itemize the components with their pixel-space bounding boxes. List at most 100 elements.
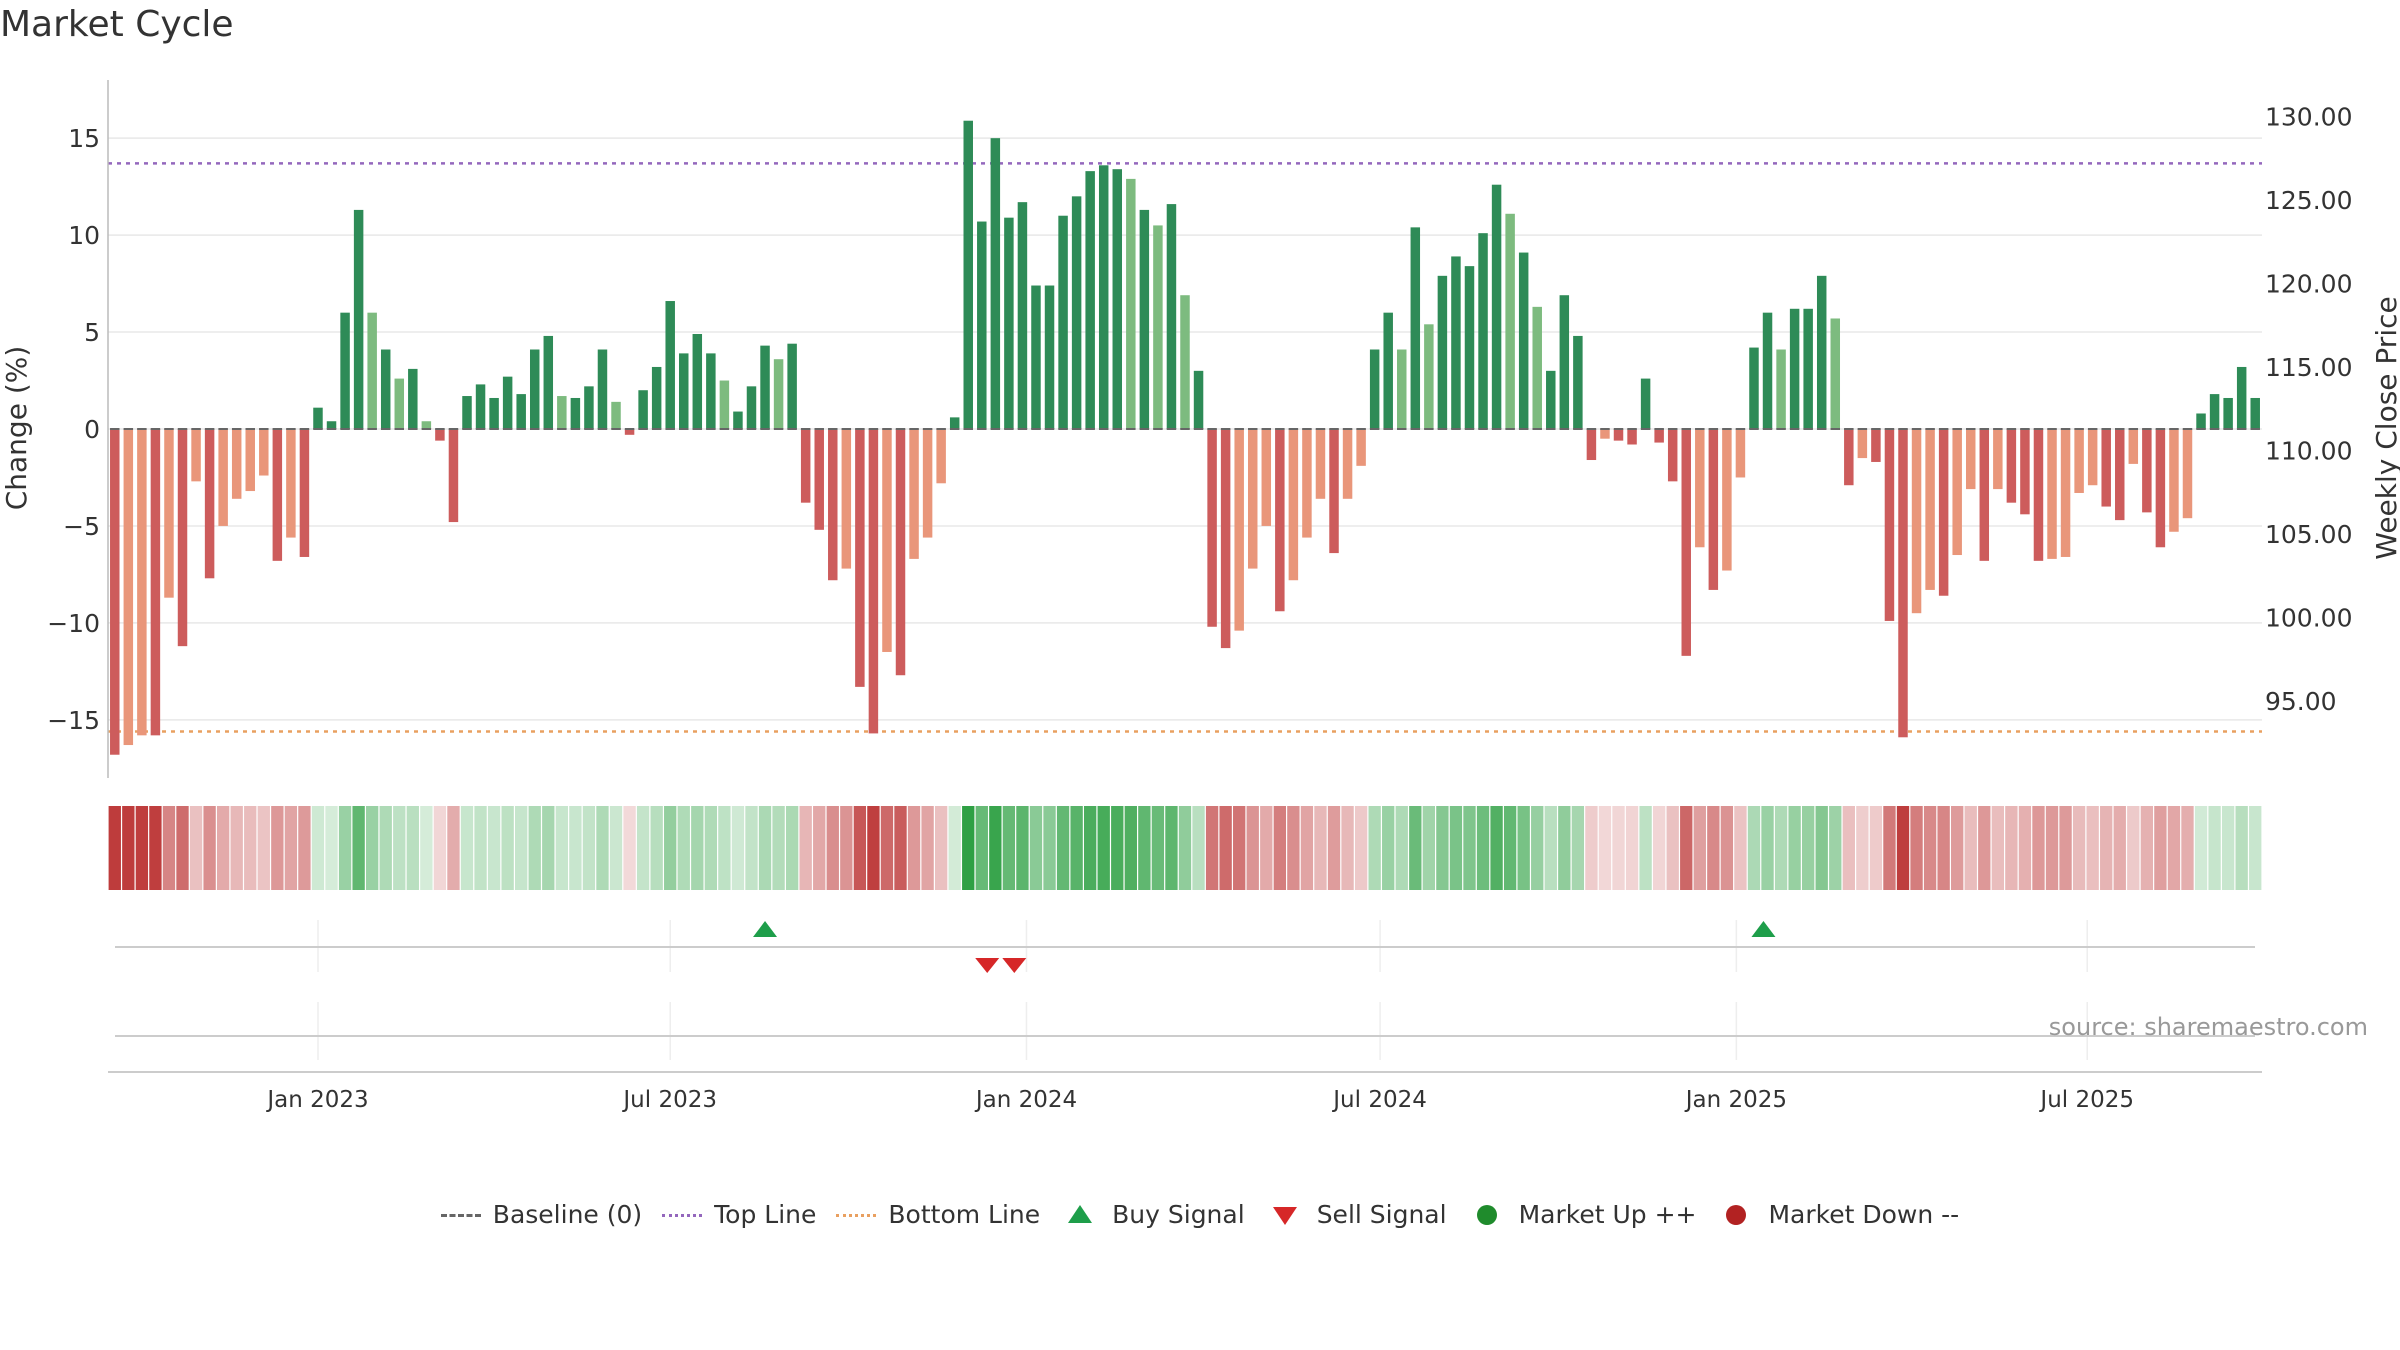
bar	[1180, 295, 1190, 429]
heat-cell	[311, 806, 325, 890]
heat-cell	[1734, 806, 1747, 890]
bar	[1952, 429, 1962, 556]
heat-cell	[2208, 806, 2221, 890]
bar	[1884, 429, 1895, 621]
heat-cell	[2154, 806, 2167, 890]
heat-cell	[785, 806, 799, 890]
x-tick-label: Jul 2024	[1331, 1087, 1427, 1113]
bar	[489, 397, 499, 429]
heat-cell	[880, 806, 894, 890]
top-line-icon	[662, 1205, 703, 1225]
y-tick-label-right: 115.00	[2265, 353, 2352, 382]
x-tick-label: Jul 2023	[621, 1087, 717, 1113]
heat-cell	[1517, 806, 1530, 890]
sell-signal-marker	[975, 958, 1000, 973]
heat-cell	[1354, 806, 1368, 890]
bar	[855, 429, 865, 687]
bar	[1749, 347, 1759, 429]
bar	[1735, 429, 1746, 478]
heat-cell	[1287, 806, 1300, 890]
heat-cell	[447, 806, 460, 890]
heat-cell	[420, 806, 433, 890]
bar	[1681, 429, 1691, 656]
heat-cell	[934, 806, 948, 890]
heat-cell	[474, 806, 487, 890]
heat-cell	[365, 806, 379, 890]
bar	[1220, 429, 1231, 649]
legend-top-line: Top Line	[662, 1200, 816, 1229]
heat-cell	[298, 806, 311, 890]
heat-strip	[108, 806, 2262, 890]
heat-cell	[1774, 806, 1788, 890]
bar	[2155, 429, 2166, 548]
bar	[1546, 370, 1556, 429]
bar	[1925, 429, 1935, 590]
bar	[1898, 429, 1908, 738]
bar	[272, 429, 283, 561]
heat-cell	[325, 806, 338, 890]
bar	[340, 312, 350, 429]
bar	[2223, 397, 2233, 429]
bar	[1965, 429, 1976, 490]
heat-cell	[1991, 806, 2005, 890]
heat-cell	[1192, 806, 1205, 890]
heat-cell	[813, 806, 826, 890]
bar	[1234, 429, 1244, 631]
heat-cell	[840, 806, 853, 890]
bar	[380, 349, 391, 429]
bar	[895, 429, 906, 676]
heat-cell	[528, 806, 541, 890]
bar	[1302, 429, 1312, 538]
bar	[1803, 308, 1813, 429]
bar	[2115, 429, 2125, 521]
signal-panel	[115, 920, 2255, 1060]
bar	[1816, 275, 1827, 429]
bar	[679, 353, 689, 429]
heat-cell	[1151, 806, 1165, 890]
bar	[421, 421, 432, 429]
bar	[123, 429, 134, 746]
heat-cell	[1910, 806, 1923, 890]
bar	[2182, 429, 2193, 519]
bar	[286, 429, 296, 538]
heat-cell	[569, 806, 582, 890]
y-tick-label-right: 95.00	[2265, 687, 2337, 716]
heat-cell	[1598, 806, 1612, 890]
legend-label: Market Down --	[1768, 1200, 1960, 1229]
heat-cell	[338, 806, 352, 890]
heat-cell	[1016, 806, 1029, 890]
heat-cell	[1639, 806, 1652, 890]
heat-cell	[542, 806, 555, 890]
heat-cell	[1219, 806, 1232, 890]
bar	[1586, 429, 1597, 461]
heat-cell	[555, 806, 569, 890]
heat-cell	[2032, 806, 2045, 890]
bar	[1004, 217, 1014, 429]
heat-cell	[1829, 806, 1842, 890]
heat-cell	[691, 806, 704, 890]
bar	[259, 429, 269, 476]
heat-cell	[2005, 806, 2018, 890]
heat-cell	[1625, 806, 1639, 890]
legend-baseline: Baseline (0)	[440, 1200, 642, 1229]
heat-cell	[162, 806, 176, 890]
bar	[1478, 233, 1488, 429]
heat-cell	[2235, 806, 2248, 890]
heat-cell	[1652, 806, 1666, 890]
heat-cell	[1056, 806, 1070, 890]
bar	[1315, 429, 1326, 499]
red-circle-icon	[1716, 1204, 1756, 1225]
bar	[1369, 349, 1380, 429]
bar	[543, 335, 554, 429]
bar	[1207, 429, 1217, 627]
heat-cell	[149, 806, 162, 890]
legend-label: Market Up ++	[1518, 1200, 1697, 1229]
bar	[841, 429, 852, 569]
heat-cell	[1951, 806, 1964, 890]
heat-cell	[501, 806, 514, 890]
heat-cell	[2249, 806, 2262, 890]
chart-svg: 15 10 5 0 −5 −10 −15 130.00 125.00 120.00 115.00 11…	[0, 80, 2400, 1113]
heat-cell	[975, 806, 988, 890]
y-tick-label-right: 125.00	[2265, 186, 2352, 215]
heat-cell	[2086, 806, 2099, 890]
